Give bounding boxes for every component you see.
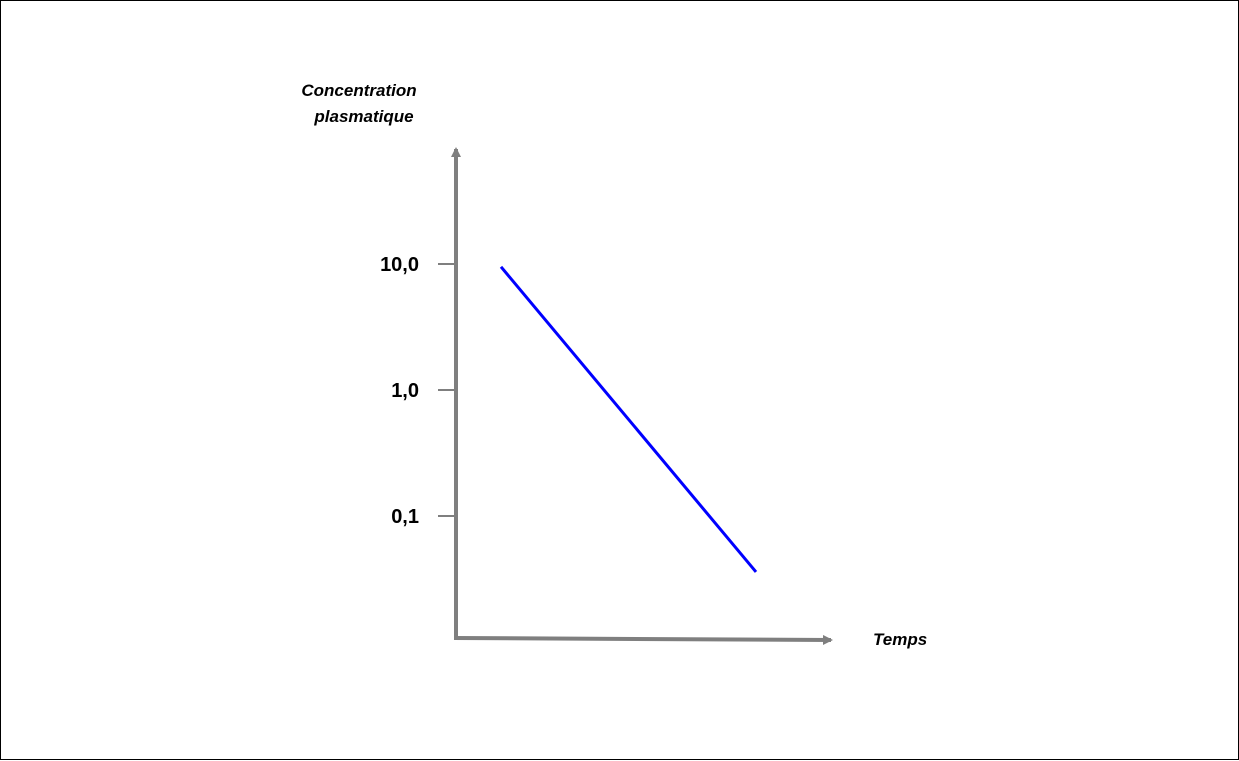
y-tick-label-1: 1,0 [391, 380, 419, 402]
series [499, 265, 758, 573]
x-axis-title: Temps [873, 630, 927, 649]
y-tick-label-2: 0,1 [391, 506, 419, 528]
y-axis-title-line-2: plasmatique [313, 107, 413, 126]
y-tick-label-0: 10,0 [380, 254, 419, 276]
series-line-0 [499, 265, 758, 573]
y-ticks: 10,0 1,0 0,1 [380, 254, 456, 528]
x-axis [453, 634, 833, 645]
y-axis-title-line-1: Concentration [301, 81, 416, 100]
